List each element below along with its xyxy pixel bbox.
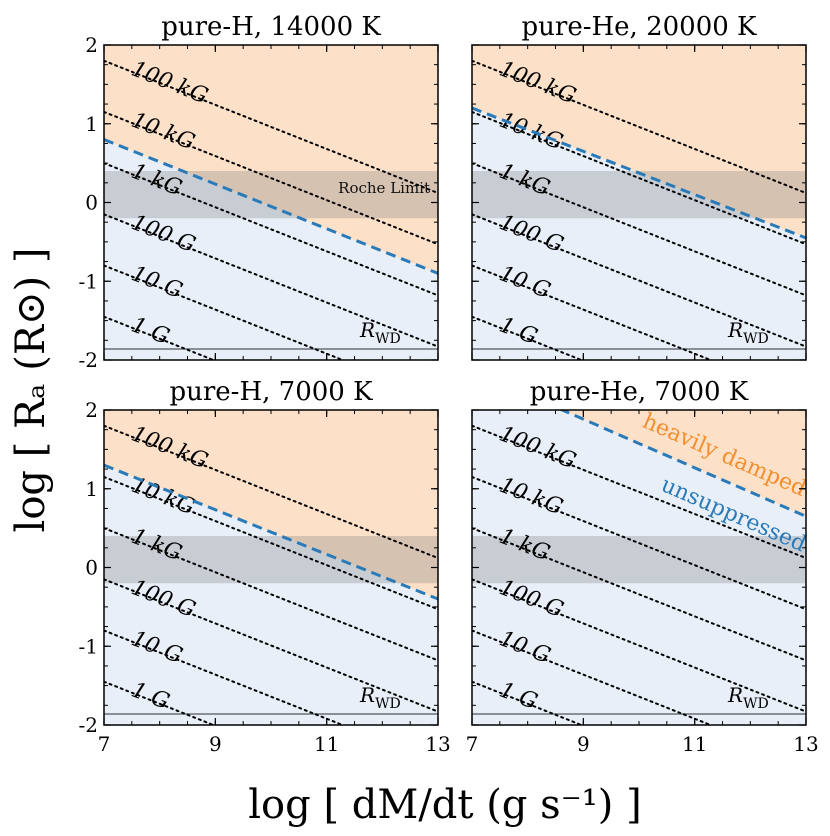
panel-title: pure-He, 20000 K [522,12,758,42]
y-tick-label: 2 [85,33,98,57]
heavily-damped-region [104,410,438,599]
critical-line [104,463,438,601]
rwd-label-main: R [359,318,375,342]
x-tick-label: 7 [466,732,479,756]
x-axis-label: log [ dM/dt (g s⁻¹) ] [248,782,641,828]
y-tick-label: 0 [85,191,98,215]
field-line-6 [104,315,217,360]
x-tick-label: 9 [577,732,590,756]
field-line-3 [472,527,806,662]
y-tick-label: 1 [85,112,98,136]
field-line-4 [472,578,806,713]
field-line-6 [104,680,217,725]
rwd-label-main: R [727,683,743,707]
field-line-2 [104,110,438,246]
x-tick-label: 7 [98,732,111,756]
rwd-label-sub: WD [375,696,401,712]
panel-title: pure-H, 7000 K [169,377,373,407]
field-line-5 [472,629,714,725]
field-line-1 [472,424,806,560]
y-tick-label: 1 [85,477,98,501]
y-tick-label: -2 [79,713,98,737]
y-tick-label: 0 [85,556,98,580]
field-line-5 [104,629,346,725]
rwd-label: RWD [359,683,401,712]
roche-limit-label: Roche Limit [338,179,430,197]
field-line-3 [472,162,806,297]
x-tick-label: 11 [682,732,707,756]
rwd-label-sub: WD [375,331,401,347]
rwd-label: RWD [727,318,769,347]
y-tick-label: -1 [79,634,98,658]
field-line-4 [104,213,438,348]
y-tick-label: -1 [79,269,98,293]
rwd-label-main: R [727,318,743,342]
field-line-1 [104,59,438,195]
x-tick-label: 13 [793,732,818,756]
field-line-1 [104,424,438,560]
y-tick-label: 2 [85,398,98,422]
field-line-4 [472,213,806,348]
field-line-1 [472,59,806,195]
critical-line [472,106,806,240]
field-line-6 [472,680,585,725]
field-line-5 [104,264,346,360]
rwd-label: RWD [359,318,401,347]
x-tick-label: 13 [425,732,450,756]
heavily-damped-region [472,410,806,517]
field-line-3 [104,527,438,662]
critical-line [104,138,438,275]
field-line-4 [104,578,438,713]
rwd-label-sub: WD [743,331,769,347]
field-line-2 [104,475,438,611]
panel-title: pure-H, 14000 K [161,12,381,42]
y-axis-label: log [ Rₐ (R⊙) ] [8,248,54,533]
x-tick-label: 9 [209,732,222,756]
field-line-2 [472,110,806,246]
panel-title: pure-He, 7000 K [530,377,749,407]
rwd-label-sub: WD [743,696,769,712]
field-line-6 [472,315,585,360]
field-line-5 [472,264,714,360]
rwd-label: RWD [727,683,769,712]
heavily-damped-region [104,45,438,274]
rwd-label-main: R [359,683,375,707]
y-tick-label: -2 [79,348,98,372]
field-line-3 [104,162,438,297]
field-line-2 [472,475,806,611]
critical-line [558,410,806,518]
x-tick-label: 11 [314,732,339,756]
